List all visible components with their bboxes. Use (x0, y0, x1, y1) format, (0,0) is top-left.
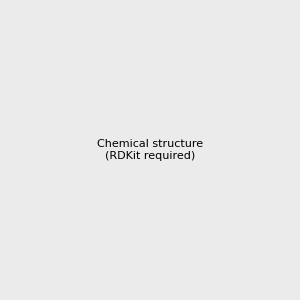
Text: Chemical structure
(RDKit required): Chemical structure (RDKit required) (97, 139, 203, 161)
